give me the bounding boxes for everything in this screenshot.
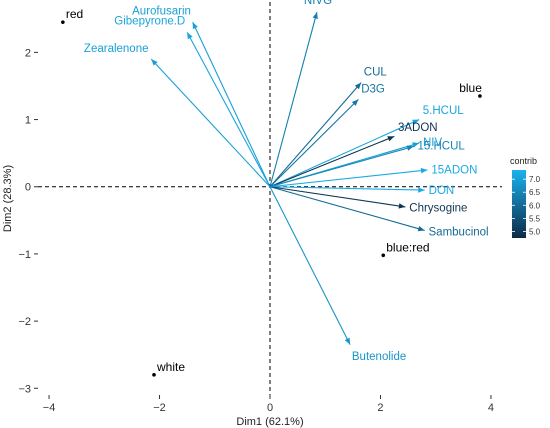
legend-tick-label: 5.5 <box>529 214 541 223</box>
y-tick-label: 0 <box>25 182 31 194</box>
axes: −4 −2 0 2 4 −3 −2 −1 0 1 2 <box>18 47 494 414</box>
variable-arrows <box>150 11 428 345</box>
arrow-zearalenone <box>150 58 271 188</box>
variable-label: DON <box>429 185 455 197</box>
arrowhead <box>406 145 414 151</box>
legend-tick-label: 6.5 <box>529 188 541 197</box>
arrowhead <box>412 119 420 125</box>
arrowhead <box>418 187 425 193</box>
legend-tick-label: 5.0 <box>529 227 541 236</box>
variable-label: Butenolide <box>352 351 406 363</box>
variable-label: 15.HCUL <box>417 140 465 152</box>
arrow-don <box>269 186 425 191</box>
arrow-cul <box>269 82 362 188</box>
arrowhead <box>192 22 198 30</box>
arrow-gibepyrone-d <box>186 31 271 188</box>
arrowhead <box>344 337 351 345</box>
x-tick-label: 4 <box>488 402 494 414</box>
arrow-15adon <box>269 169 428 188</box>
arrowhead <box>187 32 193 40</box>
y-tick-label: 1 <box>25 115 31 127</box>
arrow-d3g <box>269 99 359 188</box>
individual-point <box>478 94 482 98</box>
arrowhead <box>151 59 158 66</box>
variable-label: NIVG <box>304 0 332 7</box>
arrowhead <box>398 203 406 209</box>
legend-tick-label: 7.0 <box>529 175 541 184</box>
individual-label: red <box>66 7 83 21</box>
variable-label: CUL <box>364 67 388 79</box>
arrow-butenolide <box>269 186 351 345</box>
y-axis-title: Dim2 (28.3%) <box>2 165 14 232</box>
reference-lines <box>38 2 502 395</box>
arrow-3adon <box>269 135 395 188</box>
x-tick-label: 2 <box>377 402 383 414</box>
legend-title: contrib <box>510 156 537 166</box>
arrowhead <box>312 12 318 20</box>
y-tick-label: −3 <box>18 383 31 395</box>
variable-label: Zearalenone <box>84 43 149 55</box>
variable-label: 5.HCUL <box>423 105 465 117</box>
variable-label: Aurofusarin <box>132 6 191 18</box>
arrow-sambucinol <box>269 186 425 231</box>
variable-label: 15ADON <box>431 165 477 177</box>
arrowhead <box>354 82 362 90</box>
arrow-chrysogine <box>269 186 406 208</box>
individual-label: white <box>156 360 185 374</box>
individual-point <box>152 373 156 377</box>
legend-tick-label: 6.0 <box>529 201 541 210</box>
x-tick-label: −4 <box>43 402 56 414</box>
x-tick-label: −2 <box>153 402 166 414</box>
y-tick-label: −2 <box>18 316 31 328</box>
individual-points: red blue blue:red white <box>61 7 482 377</box>
x-axis-title: Dim1 (62.1%) <box>236 416 303 428</box>
arrow-aurofusarin <box>192 21 271 187</box>
variable-label: Gibepyrone.D <box>114 16 185 28</box>
arrowhead <box>412 142 420 148</box>
x-tick-label: 0 <box>267 402 273 414</box>
arrow-15-hcul <box>269 145 414 188</box>
arrowhead <box>351 99 359 106</box>
variable-label: Sambucinol <box>429 226 489 238</box>
y-tick-label: −1 <box>18 249 31 261</box>
individual-point <box>381 253 386 258</box>
contrib-legend: contrib 5.0 5.5 6.0 6.5 7.0 <box>510 156 541 238</box>
arrowhead <box>417 226 425 232</box>
arrowhead <box>387 136 395 142</box>
arrow-nivg <box>269 11 318 187</box>
variable-label: Chrysogine <box>409 202 467 214</box>
individual-point <box>61 20 65 24</box>
variable-label: 3ADON <box>398 122 438 134</box>
individual-label: blue:red <box>386 240 429 254</box>
variable-label: D3G <box>361 84 385 96</box>
legend-colorbar <box>512 170 526 238</box>
arrowhead <box>420 167 428 174</box>
arrow-5-hcul <box>269 119 420 188</box>
y-tick-label: 2 <box>25 47 31 59</box>
variable-label: NIV <box>423 137 443 149</box>
individual-label: blue <box>459 81 482 95</box>
